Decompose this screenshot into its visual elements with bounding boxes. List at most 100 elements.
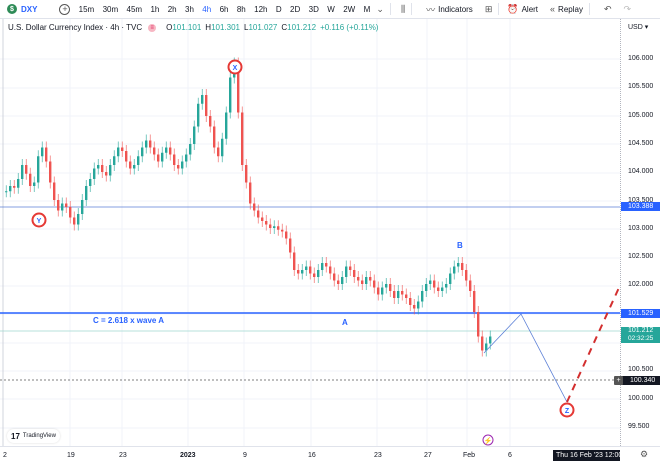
- time-tick: 27: [424, 452, 432, 459]
- svg-text:⚡: ⚡: [484, 436, 493, 445]
- divider: [588, 3, 590, 15]
- price-tick: 106.000: [628, 55, 654, 62]
- time-tick: 23: [119, 452, 127, 459]
- layouts-grid-icon[interactable]: ⊞: [484, 3, 493, 14]
- symbol-logo-icon: $: [7, 4, 17, 14]
- timeframe-3h[interactable]: 3h: [185, 4, 194, 14]
- legend-low: L101.027: [243, 23, 278, 32]
- legend-high: H101.301: [205, 23, 240, 32]
- time-tick: 2023: [180, 452, 196, 459]
- replay-button[interactable]: « Replay: [550, 4, 583, 14]
- crosshair-time-badge: Thu 16 Feb '23 12:00: [553, 450, 622, 461]
- timeframe-8h[interactable]: 8h: [236, 4, 246, 14]
- svg-text:Y: Y: [37, 218, 42, 225]
- replay-rewind-icon: «: [550, 4, 556, 14]
- symbol-search-button[interactable]: $ DXY: [7, 4, 37, 14]
- indicators-label: Indicators: [438, 4, 473, 14]
- timeframe-15m[interactable]: 15m: [78, 4, 95, 14]
- line-price-badge-lower: 101.529: [621, 309, 660, 318]
- last-price-badge: 101.212 02:32:25: [621, 327, 660, 343]
- wave-a-label: A: [342, 318, 348, 327]
- earnings-event-icon: ⚡: [482, 434, 494, 446]
- replay-label: Replay: [558, 4, 583, 14]
- divider: [498, 3, 500, 15]
- chart-legend: U.S. Dollar Currency Index · 4h · TVC ≡ …: [8, 23, 378, 32]
- wave-b-label: B: [457, 241, 463, 250]
- time-axis[interactable]: 2 19 23 2023 9 16 23 27 Feb 6 Thu 16 Feb '23 12:0…: [0, 446, 660, 463]
- time-tick: 2: [3, 452, 7, 459]
- time-tick: 16: [308, 452, 316, 459]
- timeframe-W[interactable]: W: [327, 4, 335, 14]
- alert-button[interactable]: ⏰ Alert: [507, 4, 538, 15]
- projected-dashed-red-line: [566, 282, 620, 403]
- timeframe-2D[interactable]: 2D: [290, 4, 301, 14]
- svg-text:X: X: [233, 65, 238, 72]
- price-tick: 102.000: [628, 281, 654, 289]
- timeframe-2W[interactable]: 2W: [343, 4, 356, 14]
- alert-label: Alert: [521, 4, 539, 14]
- timeframe-6h[interactable]: 6h: [219, 4, 229, 14]
- price-tick: 104.500: [628, 139, 654, 147]
- indicators-icon: 〰: [426, 4, 436, 15]
- top-toolbar: $ DXY + 15m 30m 45m 1h 2h 3h 4h 6h 8h 12h D 2D 3D W 2W…: [0, 0, 660, 19]
- time-tick: 23: [374, 452, 382, 459]
- divider: [411, 3, 413, 15]
- time-tick: Feb: [463, 452, 476, 459]
- timeframe-2h[interactable]: 2h: [167, 4, 177, 14]
- timeframe-3D[interactable]: 3D: [308, 4, 319, 14]
- price-tick: 100.000: [628, 394, 654, 402]
- price-tick: 104.000: [628, 168, 654, 176]
- legend-close: C101.212: [281, 23, 317, 32]
- wave-marker-x: X: [227, 59, 243, 75]
- price-tick: 103.000: [628, 224, 654, 232]
- chart-pane[interactable]: Y X Z C = 2.618 x wave A A B ⚡: [0, 19, 620, 446]
- tradingview-mark-icon: 17: [11, 431, 20, 441]
- alert-clock-icon: ⏰: [507, 3, 519, 14]
- more-timeframes-chevron-icon[interactable]: ⌄: [376, 3, 384, 14]
- price-chart[interactable]: Y X Z C = 2.618 x wave A A B ⚡: [0, 19, 620, 446]
- price-tick: 102.500: [628, 253, 654, 261]
- legend-change: +0.116 (+0.11%): [320, 23, 379, 32]
- crosshair-price-badge: 100.340: [621, 376, 660, 385]
- price-tick: 105.000: [628, 111, 654, 119]
- timeframe-30m[interactable]: 30m: [102, 4, 119, 14]
- wave-marker-w: Y: [31, 212, 47, 228]
- candlestick-series: [5, 57, 492, 357]
- settings-gear-icon[interactable]: ⚙: [640, 449, 649, 459]
- indicators-button[interactable]: 〰 Indicators: [426, 3, 473, 16]
- redo-icon[interactable]: ↷: [623, 3, 632, 14]
- time-tick: 19: [67, 452, 75, 459]
- symbol-name: DXY: [21, 4, 38, 14]
- price-tick: 103.500: [628, 196, 654, 204]
- timeframe-12h[interactable]: 12h: [254, 4, 268, 14]
- wave-marker-z: Z: [559, 402, 575, 418]
- price-tick: 105.500: [628, 83, 654, 91]
- legend-menu-icon[interactable]: ≡: [148, 23, 157, 32]
- divider: [389, 3, 391, 15]
- timeframe-1h[interactable]: 1h: [150, 4, 160, 14]
- projected-wave-path: [483, 313, 568, 403]
- price-tick: 100.500: [628, 366, 654, 374]
- add-alert-plus-icon[interactable]: +: [614, 376, 623, 385]
- currency-selector[interactable]: USD ▾: [628, 24, 649, 31]
- legend-open: O101.101: [166, 23, 202, 32]
- wave-c-annotation: C = 2.618 x wave A: [93, 316, 164, 325]
- time-tick: 6: [508, 452, 512, 459]
- price-axis[interactable]: USD ▾ 106.000 105.500 105.000 104.500 104.00…: [614, 19, 660, 446]
- price-tick: 99.500: [628, 422, 650, 430]
- timeframe-D[interactable]: D: [275, 4, 282, 14]
- compare-add-icon[interactable]: +: [59, 3, 71, 15]
- undo-icon[interactable]: ↶: [603, 3, 612, 14]
- legend-title: U.S. Dollar Currency Index · 4h · TVC: [8, 23, 143, 32]
- time-tick: 9: [243, 452, 247, 459]
- timeframe-45m[interactable]: 45m: [126, 4, 143, 14]
- grid: [0, 19, 620, 446]
- line-price-badge-upper: 103.388: [621, 202, 660, 211]
- timeframe-M[interactable]: M: [363, 4, 371, 14]
- svg-text:Z: Z: [565, 408, 570, 415]
- candle-style-icon[interactable]: ⫼: [400, 3, 406, 14]
- timeframe-selector: 15m 30m 45m 1h 2h 3h 4h 6h 8h 12h D 2D 3D W 2W M: [74, 5, 374, 14]
- tradingview-logo[interactable]: 17 TradingView: [7, 429, 60, 443]
- timeframe-4h[interactable]: 4h: [202, 4, 212, 14]
